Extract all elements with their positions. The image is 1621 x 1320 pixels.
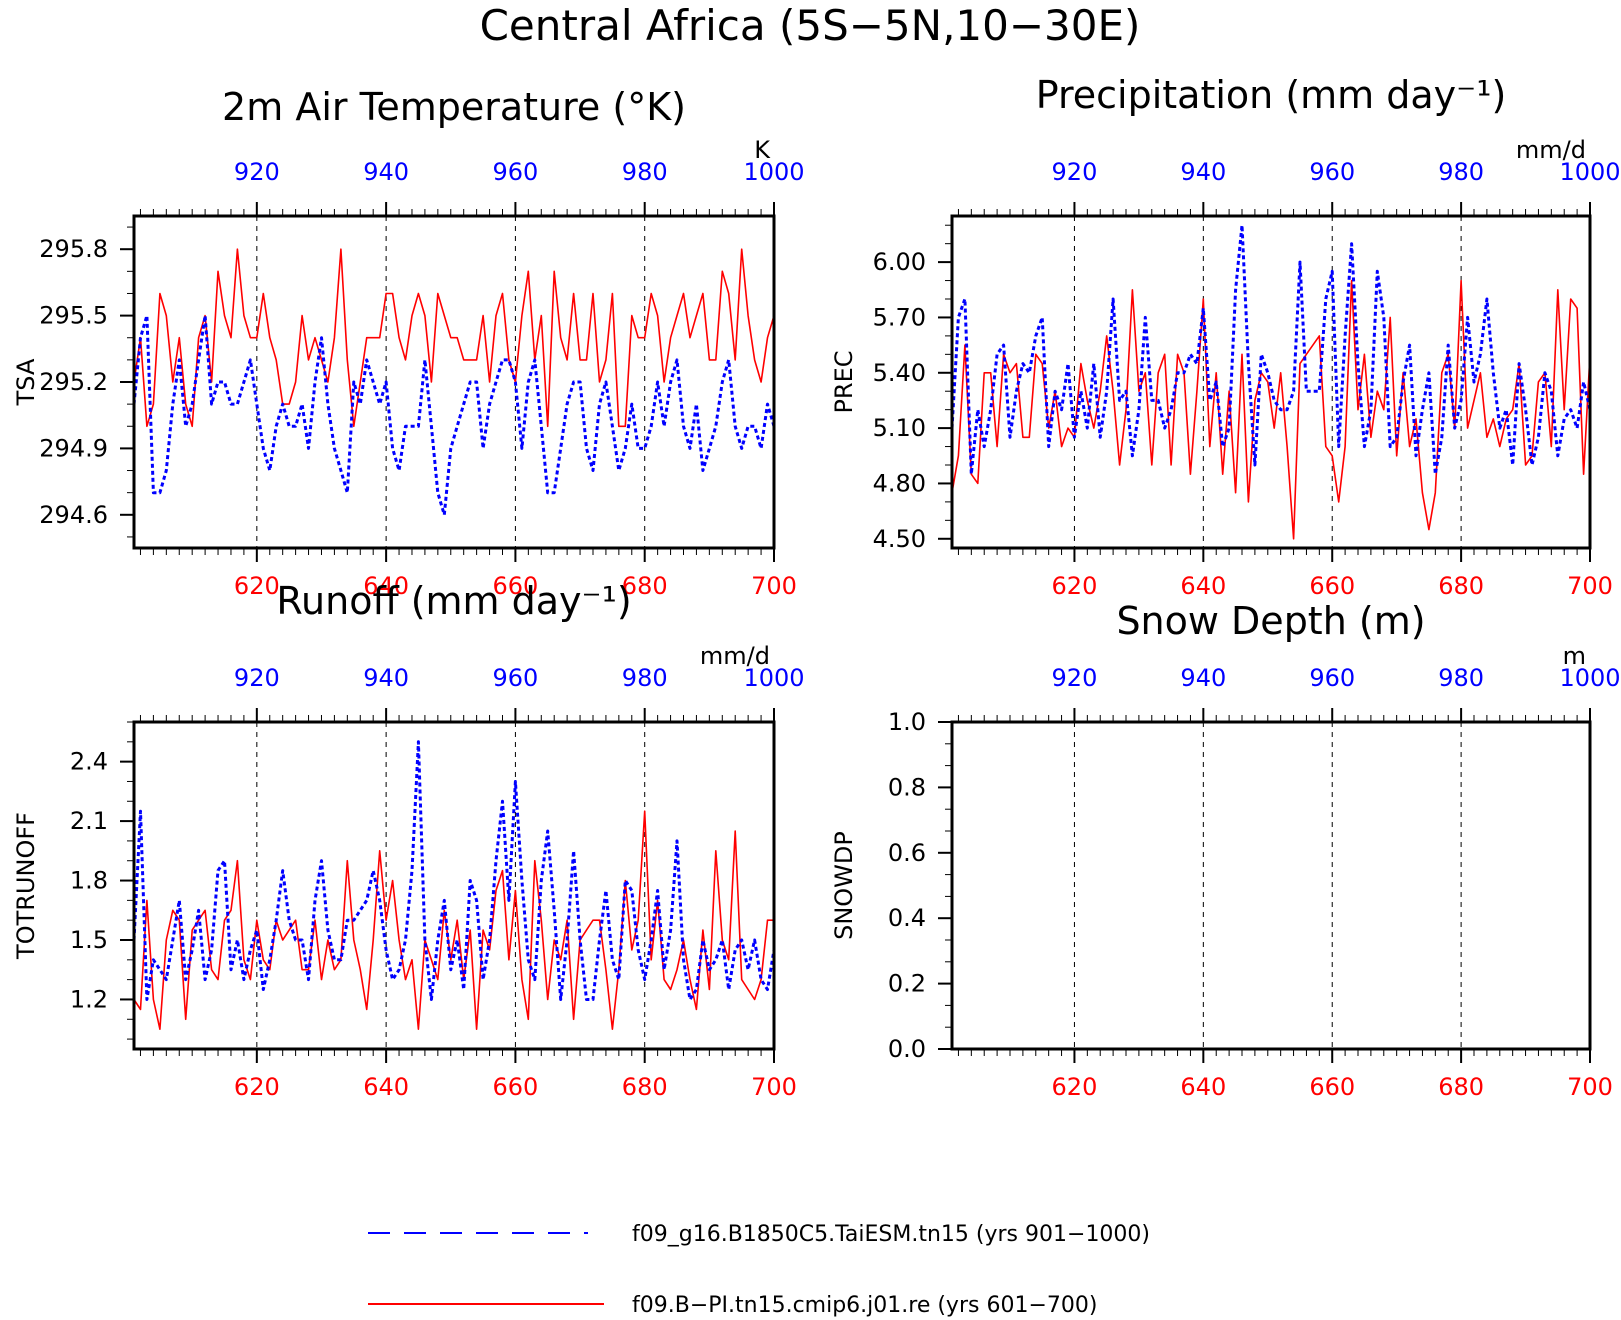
x-tick-label: 700 <box>1567 1073 1613 1101</box>
x2-tick-label: 980 <box>1438 158 1484 186</box>
series-line-red <box>133 810 774 1030</box>
y-tick-label: 0.6 <box>888 839 926 867</box>
y-tick-label: 295.5 <box>39 302 108 330</box>
y-tick-label: 294.6 <box>39 501 108 529</box>
panel-1: 2m Air Temperature (°K) K TSA 620 920 640 940 6… <box>12 85 805 600</box>
y-tick-label: 0.2 <box>888 970 926 998</box>
plot-frame <box>950 214 1592 550</box>
x2-tick-label: 960 <box>493 158 539 186</box>
x-tick-label: 680 <box>1438 1073 1484 1101</box>
x-tick-label: 700 <box>1567 572 1613 600</box>
panel-title: 2m Air Temperature (°K) <box>222 85 686 129</box>
x2-tick-label: 940 <box>1180 664 1226 692</box>
x2-tick-label: 1000 <box>1559 158 1620 186</box>
y-axis-label: TOTRUNOFF <box>12 812 40 960</box>
x2-tick-label: 960 <box>1309 158 1355 186</box>
x-tick-label: 640 <box>1180 572 1226 600</box>
x-tick-label: 620 <box>1052 572 1098 600</box>
y-tick-label: 5.10 <box>873 414 926 442</box>
y-tick-label: 2.1 <box>70 807 108 835</box>
y-tick-label: 1.5 <box>70 926 108 954</box>
x2-tick-label: 920 <box>234 664 280 692</box>
legend-label-blue: f09_g16.B1850C5.TaiESM.tn15 (yrs 901−100… <box>632 1222 1150 1247</box>
x2-tick-label: 920 <box>234 158 280 186</box>
x-tick-label: 660 <box>1309 1073 1355 1101</box>
y-tick-label: 295.8 <box>39 235 108 263</box>
y-tick-label: 4.80 <box>873 469 926 497</box>
x2-tick-label: 940 <box>1180 158 1226 186</box>
y-tick-label: 5.40 <box>873 359 926 387</box>
units-label: mm/d <box>700 642 770 670</box>
y-axis-label: PREC <box>830 350 858 413</box>
x2-tick-label: 960 <box>1309 664 1355 692</box>
panel-3: Runoff (mm day⁻¹) mm/d TOTRUNOFF 620 920 640 9… <box>12 579 805 1101</box>
x2-tick-label: 980 <box>1438 664 1484 692</box>
plot-frame <box>132 720 776 1051</box>
y-tick-label: 295.2 <box>39 368 108 396</box>
x-tick-label: 640 <box>363 572 409 600</box>
y-axis-label: TSA <box>12 358 40 406</box>
x2-tick-label: 920 <box>1052 664 1098 692</box>
x-tick-label: 700 <box>751 572 797 600</box>
y-tick-label: 0.4 <box>888 904 926 932</box>
plot-frame <box>950 720 1592 1051</box>
units-label: K <box>754 136 771 164</box>
y-tick-label: 2.4 <box>70 748 108 776</box>
x2-tick-label: 940 <box>363 664 409 692</box>
y-tick-label: 6.00 <box>873 248 926 276</box>
panel-title: Precipitation (mm day⁻¹) <box>1036 73 1507 117</box>
series-line-blue <box>132 740 776 1001</box>
series-line-red <box>951 279 1591 540</box>
y-tick-label: 5.70 <box>873 303 926 331</box>
y-tick-label: 0.0 <box>888 1035 926 1063</box>
y-tick-label: 1.2 <box>70 985 108 1013</box>
y-tick-label: 0.8 <box>888 773 926 801</box>
y-axis-label: SNOWDP <box>830 831 858 940</box>
x-tick-label: 680 <box>1438 572 1484 600</box>
legend-label-red: f09.B−PI.tn15.cmip6.j01.re (yrs 601−700) <box>632 1293 1097 1318</box>
legend: f09_g16.B1850C5.TaiESM.tn15 (yrs 901−100… <box>368 1222 1150 1318</box>
x-tick-label: 620 <box>234 572 280 600</box>
x-tick-label: 640 <box>363 1073 409 1101</box>
x-tick-label: 660 <box>493 1073 539 1101</box>
panel-4: Snow Depth (m) m SNOWDP 620 920 640 940 660 960 6… <box>830 599 1621 1101</box>
x-tick-label: 700 <box>751 1073 797 1101</box>
units-label: mm/d <box>1516 136 1586 164</box>
x2-tick-label: 1000 <box>743 158 804 186</box>
x-tick-label: 620 <box>1052 1073 1098 1101</box>
y-tick-label: 1.8 <box>70 867 108 895</box>
panel-title: Runoff (mm day⁻¹) <box>276 579 631 623</box>
units-label: m <box>1563 642 1586 670</box>
x-tick-label: 660 <box>493 572 539 600</box>
x-tick-label: 620 <box>234 1073 280 1101</box>
x-tick-label: 680 <box>622 572 668 600</box>
x2-tick-label: 980 <box>622 664 668 692</box>
y-tick-label: 1.0 <box>888 708 926 736</box>
y-tick-label: 294.9 <box>39 434 108 462</box>
panel-2: Precipitation (mm day⁻¹) mm/d PREC 620 920 64… <box>830 73 1621 600</box>
x2-tick-label: 1000 <box>743 664 804 692</box>
series-line-blue <box>950 223 1592 476</box>
y-tick-label: 4.50 <box>873 525 926 553</box>
x2-tick-label: 960 <box>493 664 539 692</box>
x2-tick-label: 940 <box>363 158 409 186</box>
x-tick-label: 640 <box>1180 1073 1226 1101</box>
series-line-red <box>133 248 775 428</box>
x-tick-label: 680 <box>622 1073 668 1101</box>
figure-title: Central Africa (5S−5N,10−30E) <box>480 1 1141 50</box>
x2-tick-label: 920 <box>1052 158 1098 186</box>
x2-tick-label: 980 <box>622 158 668 186</box>
series-line-blue <box>132 314 776 517</box>
panel-title: Snow Depth (m) <box>1116 599 1425 643</box>
x-tick-label: 660 <box>1309 572 1355 600</box>
x2-tick-label: 1000 <box>1559 664 1620 692</box>
